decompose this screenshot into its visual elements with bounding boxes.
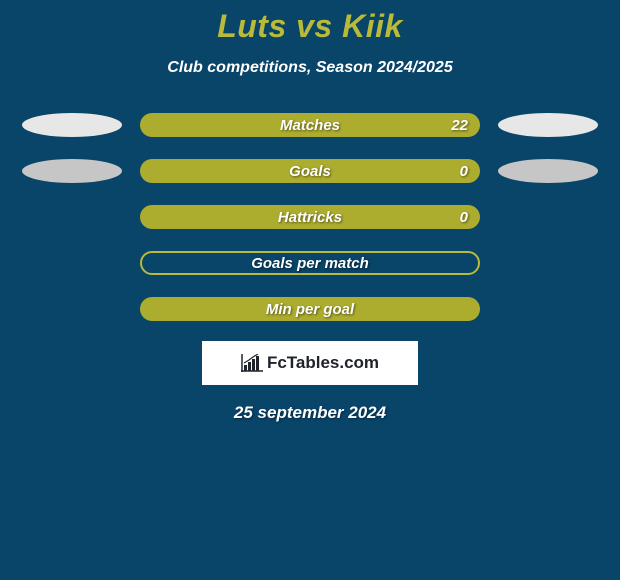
stat-label: Goals per match xyxy=(251,255,369,272)
stat-label: Min per goal xyxy=(266,301,354,318)
ellipse-spacer xyxy=(22,251,122,275)
subtitle: Club competitions, Season 2024/2025 xyxy=(0,59,620,77)
ellipse-spacer xyxy=(498,205,598,229)
stat-row: Matches 22 xyxy=(0,113,620,137)
stat-row: Hattricks 0 xyxy=(0,205,620,229)
ellipse-spacer xyxy=(498,297,598,321)
stat-value: 0 xyxy=(460,163,468,180)
left-ellipse xyxy=(22,113,122,137)
right-ellipse xyxy=(498,159,598,183)
stat-label: Hattricks xyxy=(278,209,342,226)
logo-box: FcTables.com xyxy=(202,341,418,385)
stat-label: Matches xyxy=(280,117,340,134)
stat-row: Goals per match xyxy=(0,251,620,275)
ellipse-spacer xyxy=(498,251,598,275)
right-ellipse xyxy=(498,113,598,137)
page-title: Luts vs Kiik xyxy=(0,8,620,45)
logo-text: FcTables.com xyxy=(267,353,379,373)
stat-pill: Matches 22 xyxy=(140,113,480,137)
ellipse-spacer xyxy=(22,205,122,229)
stat-row: Goals 0 xyxy=(0,159,620,183)
infographic-container: Luts vs Kiik Club competitions, Season 2… xyxy=(0,0,620,423)
stat-value: 0 xyxy=(460,209,468,226)
stat-row: Min per goal xyxy=(0,297,620,321)
stat-pill: Min per goal xyxy=(140,297,480,321)
stat-label: Goals xyxy=(289,163,331,180)
stat-value: 22 xyxy=(451,117,468,134)
stat-rows: Matches 22 Goals 0 Hattricks 0 Goals per match… xyxy=(0,113,620,321)
stat-pill: Goals per match xyxy=(140,251,480,275)
left-ellipse xyxy=(22,159,122,183)
stat-pill: Goals 0 xyxy=(140,159,480,183)
ellipse-spacer xyxy=(22,297,122,321)
date-text: 25 september 2024 xyxy=(0,403,620,423)
stat-pill: Hattricks 0 xyxy=(140,205,480,229)
bar-chart-icon xyxy=(241,354,263,372)
